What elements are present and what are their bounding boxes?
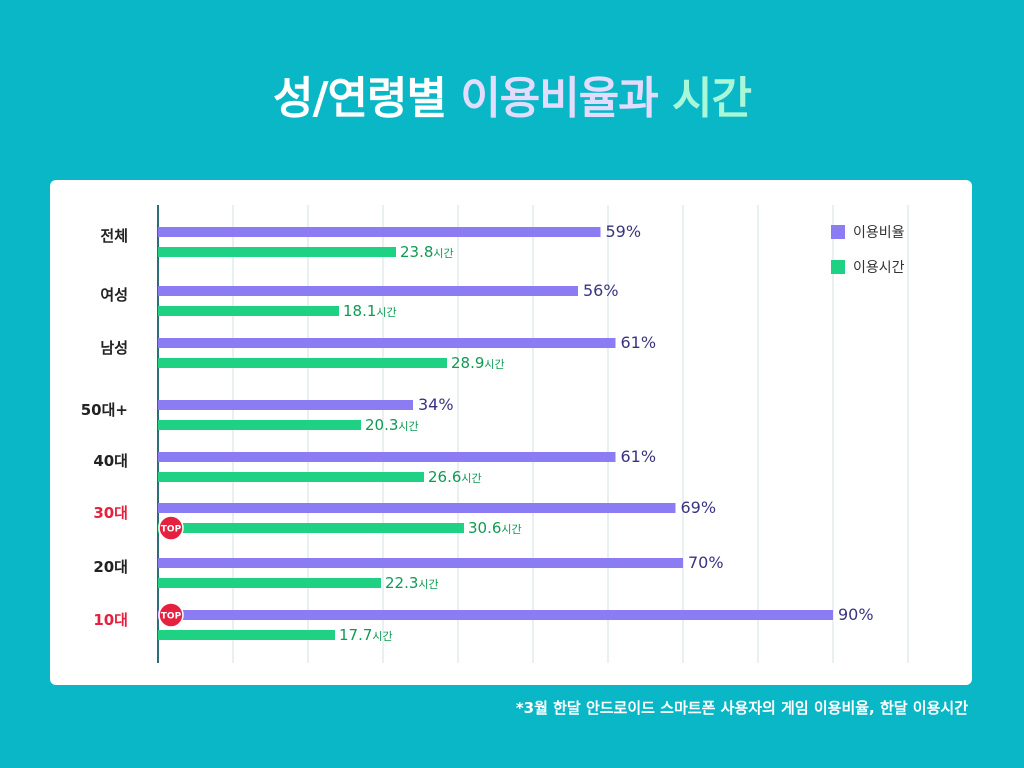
time-bar — [158, 578, 381, 588]
legend-swatch — [831, 225, 845, 239]
category-label: 전체 — [100, 227, 128, 245]
time-bar — [158, 472, 424, 482]
category-label: 30대 — [93, 504, 128, 522]
footnote: *3월 한달 안드로이드 스마트폰 사용자의 게임 이용비율, 한달 이용시간 — [515, 699, 968, 717]
category-label: 남성 — [100, 339, 128, 357]
time-value-number: 23.8 — [400, 243, 433, 261]
time-bar — [158, 523, 464, 533]
rate-bar — [158, 503, 676, 513]
time-value-label: 17.7시간 — [339, 626, 393, 644]
top-badge-label: TOP — [161, 612, 182, 622]
time-value-label: 20.3시간 — [365, 416, 419, 434]
rate-bar — [158, 227, 601, 237]
time-unit: 시간 — [398, 420, 418, 433]
rate-value-label: 90% — [838, 605, 874, 624]
time-value-label: 26.6시간 — [428, 468, 482, 486]
top-badge — [158, 515, 184, 541]
time-value-number: 18.1 — [343, 302, 376, 320]
legend-label: 이용비율 — [853, 225, 905, 241]
time-value-label: 22.3시간 — [385, 574, 439, 592]
rate-bar — [158, 610, 833, 620]
time-value-label: 30.6시간 — [468, 519, 522, 537]
rate-value-label: 61% — [621, 447, 657, 466]
chart-title: 성/연령별 이용비율과 시간 — [0, 62, 1024, 126]
time-unit: 시간 — [501, 523, 521, 536]
rate-bar — [158, 400, 413, 410]
time-bar — [158, 306, 339, 316]
category-label: 40대 — [93, 452, 128, 470]
top-badge-label: TOP — [161, 525, 182, 535]
category-label: 50대+ — [81, 401, 128, 419]
time-unit: 시간 — [418, 578, 438, 591]
time-value-number: 20.3 — [365, 416, 398, 434]
time-unit: 시간 — [433, 247, 453, 260]
rate-value-label: 59% — [606, 222, 642, 241]
time-bar — [158, 247, 396, 257]
rate-value-label: 61% — [621, 333, 657, 352]
title-part-2: 이용비율과 — [460, 73, 658, 124]
time-value-label: 23.8시간 — [400, 243, 454, 261]
title-part-3: 시간 — [672, 73, 752, 124]
time-unit: 시간 — [376, 306, 396, 319]
legend-label: 이용시간 — [853, 260, 905, 276]
legend-swatch — [831, 260, 845, 274]
top-badge — [158, 602, 184, 628]
time-unit: 시간 — [484, 358, 504, 371]
rate-bar — [158, 452, 616, 462]
rate-value-label: 70% — [688, 553, 724, 572]
time-value-number: 17.7 — [339, 626, 372, 644]
category-label: 여성 — [100, 286, 128, 304]
time-value-number: 22.3 — [385, 574, 418, 592]
time-value-number: 30.6 — [468, 519, 501, 537]
time-bar — [158, 420, 361, 430]
time-unit: 시간 — [461, 472, 481, 485]
rate-value-label: 69% — [681, 498, 717, 517]
time-bar — [158, 358, 447, 368]
time-unit: 시간 — [372, 630, 392, 643]
time-value-label: 28.9시간 — [451, 354, 505, 372]
rate-value-label: 56% — [583, 281, 619, 300]
time-value-number: 28.9 — [451, 354, 484, 372]
rate-bar — [158, 338, 616, 348]
time-value-label: 18.1시간 — [343, 302, 397, 320]
time-value-number: 26.6 — [428, 468, 461, 486]
rate-value-label: 34% — [418, 395, 454, 414]
time-bar — [158, 630, 335, 640]
category-label: 10대 — [93, 611, 128, 629]
rate-bar — [158, 286, 578, 296]
rate-bar — [158, 558, 683, 568]
title-part-1: 성/연령별 — [272, 73, 447, 124]
category-label: 20대 — [93, 558, 128, 576]
chart-panel: 전체 59% 23.8시간 여성 56% 18.1시간 남성 61% 28.9시간 50대+ 34%… — [50, 180, 972, 685]
